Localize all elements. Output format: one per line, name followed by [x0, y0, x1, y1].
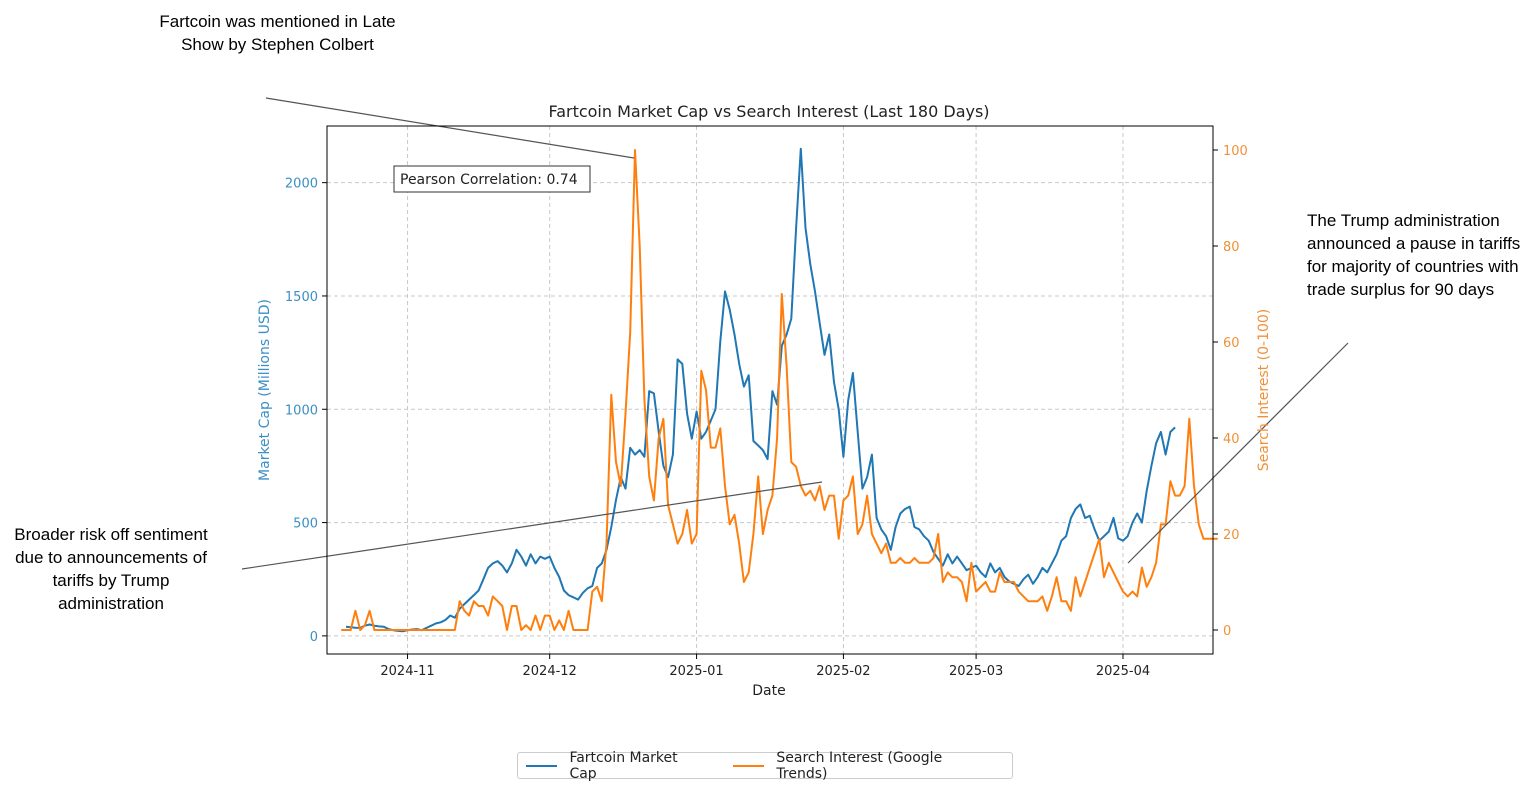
y-left-tick-label: 500 — [293, 517, 318, 532]
series-line-market-cap — [345, 147, 1176, 633]
y-right-tick-label: 20 — [1223, 528, 1240, 543]
x-tick-label: 2025-02 — [816, 664, 870, 679]
annotation-pointer-left — [241, 481, 823, 570]
annotation-lines — [241, 97, 1349, 570]
y-right-tick-label: 80 — [1223, 240, 1240, 255]
series-line-search-interest — [341, 149, 1218, 631]
x-tick-label: 2025-04 — [1096, 664, 1150, 679]
plot-frame — [326, 125, 1214, 655]
legend-item-market-cap: Fartcoin Market Cap — [526, 750, 707, 782]
y-right-tick-label: 100 — [1223, 144, 1248, 159]
correlation-label: Pearson Correlation: 0.74 — [400, 172, 578, 188]
y-right-tick-label: 60 — [1223, 336, 1240, 351]
chart-title: Fartcoin Market Cap vs Search Interest (… — [548, 102, 989, 121]
legend-swatch-search — [732, 764, 765, 767]
y-left-tick-label: 1000 — [285, 403, 318, 418]
y-left-tick-label: 1500 — [285, 290, 318, 305]
legend-label-market-cap: Fartcoin Market Cap — [569, 749, 678, 782]
annotation-tariffs: Broader risk off sentiment due to announ… — [14, 525, 208, 613]
legend: Fartcoin Market Cap Search Interest (Goo… — [517, 749, 1013, 782]
annotation-pointer-top — [265, 97, 635, 159]
x-tick-label: 2025-01 — [669, 664, 723, 679]
right-axis: 0 20 40 60 80 100 — [1213, 144, 1248, 639]
series-lines — [341, 147, 1218, 633]
y-right-tick-label: 0 — [1223, 624, 1231, 639]
legend-label-search: Search Interest (Google Trends) — [776, 749, 943, 782]
y-left-tick-label: 0 — [310, 630, 318, 645]
annotation-pointer-right — [1127, 342, 1349, 564]
annotation-colbert: Fartcoin was mentioned in Late Show by S… — [159, 12, 396, 54]
x-axis-label: Date — [752, 683, 785, 699]
grid — [327, 126, 1213, 654]
annotation-tariff-pause: The Trump administration announced a pau… — [1307, 211, 1521, 299]
x-tick-label: 2025-03 — [949, 664, 1003, 679]
correlation-box: Pearson Correlation: 0.74 — [393, 165, 591, 193]
legend-swatch-market-cap — [526, 764, 558, 767]
y-left-tick-label: 2000 — [285, 177, 318, 192]
y-axis-right-label: Search Interest (0-100) — [1256, 309, 1272, 472]
y-right-tick-label: 40 — [1223, 432, 1240, 447]
legend-item-search: Search Interest (Google Trends) — [732, 749, 994, 782]
x-tick-label: 2024-12 — [523, 664, 577, 679]
x-tick-label: 2024-11 — [380, 664, 434, 679]
y-axis-left-label: Market Cap (Millions USD) — [257, 299, 273, 481]
left-axis: 0 500 1000 1500 2000 — [285, 177, 327, 645]
x-axis: 2024-11 2024-12 2025-01 2025-02 2025-03 2025-… — [380, 654, 1150, 679]
